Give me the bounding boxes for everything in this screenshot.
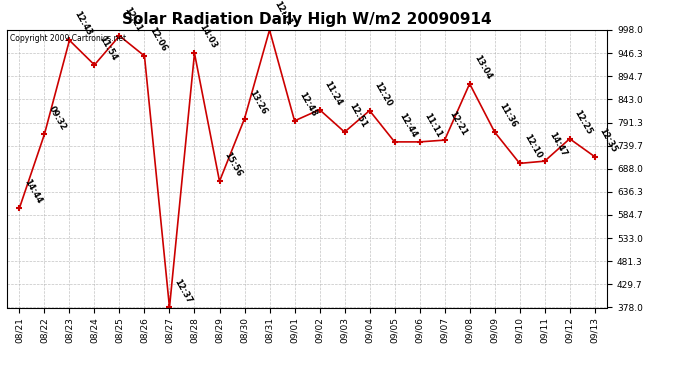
Text: 12:10: 12:10: [522, 133, 544, 160]
Text: 11:11: 11:11: [422, 111, 444, 139]
Text: 11:54: 11:54: [97, 34, 119, 62]
Title: Solar Radiation Daily High W/m2 20090914: Solar Radiation Daily High W/m2 20090914: [122, 12, 492, 27]
Text: 12:20: 12:20: [373, 80, 393, 108]
Text: 12:35: 12:35: [598, 126, 619, 154]
Text: 12:11: 12:11: [273, 0, 293, 27]
Text: 12:43: 12:43: [72, 10, 93, 38]
Text: 09:32: 09:32: [47, 104, 68, 132]
Text: 13:26: 13:26: [247, 88, 268, 116]
Text: 14:47: 14:47: [547, 131, 569, 158]
Text: 12:37: 12:37: [172, 277, 193, 305]
Text: 12:44: 12:44: [397, 111, 419, 139]
Text: 12:21: 12:21: [122, 5, 144, 33]
Text: 12:48: 12:48: [297, 90, 319, 118]
Text: 11:24: 11:24: [322, 79, 344, 107]
Text: 13:04: 13:04: [473, 53, 493, 81]
Text: 14:44: 14:44: [22, 178, 43, 206]
Text: Copyright 2009 Cartronics.net: Copyright 2009 Cartronics.net: [10, 34, 126, 43]
Text: 12:51: 12:51: [347, 102, 368, 129]
Text: 15:56: 15:56: [222, 151, 244, 178]
Text: 12:21: 12:21: [447, 110, 469, 137]
Text: 11:36: 11:36: [497, 102, 519, 129]
Text: 12:25: 12:25: [573, 108, 593, 136]
Text: 12:06: 12:06: [147, 26, 168, 53]
Text: 14:03: 14:03: [197, 23, 218, 51]
